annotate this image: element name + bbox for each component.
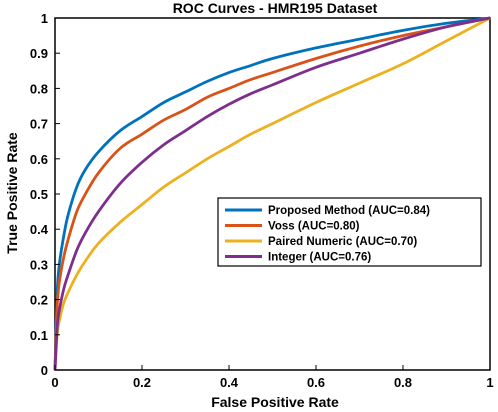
series-line-0 [53, 16, 491, 371]
y-tick-label: 0.5 [30, 187, 48, 202]
x-axis-label: False Positive Rate [211, 394, 339, 410]
legend-label-0: Proposed Method (AUC=0.84) [268, 205, 430, 217]
series-layer [53, 16, 491, 371]
y-tick-label: 0.9 [30, 46, 48, 61]
y-tick-label: 0.8 [30, 81, 48, 96]
y-tick-label: 0.2 [30, 293, 48, 308]
x-tick-label: 0 [51, 375, 58, 390]
y-tick-label: 0.6 [30, 152, 48, 167]
x-tick-label: 0.8 [394, 375, 412, 390]
y-axis-label: True Positive Rate [4, 132, 20, 254]
legend-label-1: Voss (AUC=0.80) [268, 221, 360, 233]
tick-layer: 0 0.2 0.4 0.6 0.8 1 0 0.1 0.2 0.3 0.4 0.5 0.6 0.7 0.8 0… [30, 11, 494, 390]
series-line-1 [53, 16, 491, 371]
y-tick-label: 1 [41, 11, 48, 26]
x-tick-label: 0.6 [307, 375, 325, 390]
y-tick-label: 0.4 [30, 222, 49, 237]
y-tick-label: 0.1 [30, 328, 48, 343]
legend-label-2: Paired Numeric (AUC=0.70) [268, 236, 417, 248]
x-tick-label: 1 [486, 375, 493, 390]
series-line-2 [53, 16, 491, 371]
x-tick-label: 0.4 [220, 375, 239, 390]
y-tick-label: 0.3 [30, 257, 48, 272]
chart-title: ROC Curves - HMR195 Dataset [173, 0, 378, 16]
x-tick-label: 0.2 [133, 375, 151, 390]
y-tick-label: 0.7 [30, 117, 48, 132]
legend-items: Proposed Method (AUC=0.84) Voss (AUC=0.80… [225, 205, 430, 264]
y-tick-label: 0 [41, 363, 48, 378]
series-line-3 [53, 16, 491, 371]
legend-label-3: Integer (AUC=0.76) [268, 252, 371, 264]
plot-area: 0 0.2 0.4 0.6 0.8 1 0 0.1 0.2 0.3 0.4 0.5 0.6 0.7 0.8 0… [30, 11, 494, 390]
legend: Proposed Method (AUC=0.84) Voss (AUC=0.80… [217, 197, 482, 267]
